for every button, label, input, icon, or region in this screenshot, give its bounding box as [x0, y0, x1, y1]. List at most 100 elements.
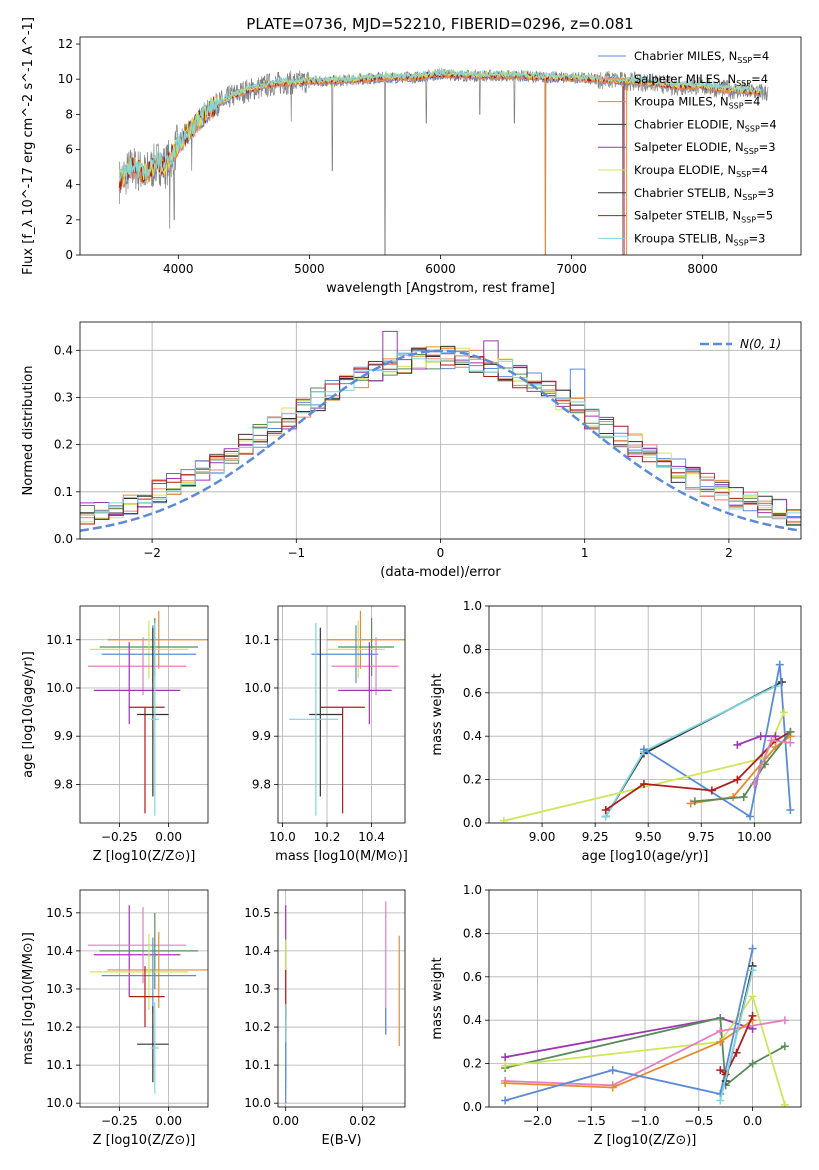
weight-marker: [707, 786, 716, 795]
x-tick-label: −2: [143, 546, 161, 560]
y-axis-label: Normed distribution: [21, 366, 36, 496]
y-axis-label: mass weight: [430, 673, 445, 755]
weight-marker: [690, 797, 699, 806]
x-tick-label: 7000: [556, 262, 587, 276]
legend-n: N: [732, 209, 741, 223]
y-tick-label: 0: [65, 248, 73, 262]
weight-marker: [499, 816, 508, 823]
y-tick-label: 0.8: [463, 926, 482, 940]
weight-marker: [601, 805, 610, 814]
legend-num: =3: [749, 231, 766, 245]
legend-entry: N(0, 1): [740, 337, 781, 351]
x-tick-label: 9.50: [635, 830, 662, 844]
y-tick-label: 0.6: [463, 686, 482, 700]
weight-marker: [733, 775, 742, 784]
hist-kroupa-stelib: [80, 351, 801, 539]
x-axis-label: wavelength [Angstrom, rest frame]: [326, 281, 555, 296]
legend-num: =3: [759, 140, 776, 154]
y-tick-label: 10.4: [46, 944, 73, 958]
x-tick-label: 0.0: [743, 1114, 762, 1128]
y-tick-label: 10.1: [46, 633, 73, 647]
weight-marker: [780, 1016, 789, 1025]
legend-num: =4: [744, 95, 761, 109]
weight-marker: [767, 736, 776, 745]
legend-sub: SSP: [734, 238, 749, 247]
plot-area: [289, 610, 405, 816]
legend-n: N: [729, 49, 738, 63]
legend-entry: Chabrier STELIB, NSSP=3: [634, 186, 774, 202]
weight-marker: [501, 1061, 510, 1070]
axes-frame: [488, 605, 802, 824]
x-tick-label: −2.0: [523, 1114, 552, 1128]
weight-marker: [786, 727, 795, 736]
y-tick-label: 8: [65, 107, 73, 121]
x-tick-label: 10.0: [269, 830, 296, 844]
weight-line-chabrier-stelib: [604, 681, 783, 817]
plot-area: [118, 67, 769, 255]
x-tick-label: 4000: [163, 262, 194, 276]
weight-line-kroupa-elodie: [503, 711, 785, 822]
y-tick-label: 10.3: [46, 982, 73, 996]
spectrum-data-line: [118, 68, 769, 255]
panel-age-vs-Z: −0.25 0.00 9.8 9.9 10.0 10.1 Z [log10(Z/Z⊙)] ag…: [21, 605, 209, 864]
y-tick-label: 4: [65, 178, 73, 192]
legend-sub: SSP: [745, 124, 760, 133]
y-tick-label: 10.4: [244, 944, 271, 958]
y-tick-label: 0.2: [463, 773, 482, 787]
weight-marker: [501, 1053, 510, 1062]
y-axis-label: age [log10(age/yr)]: [21, 651, 36, 778]
y-tick-label: 10.1: [244, 633, 271, 647]
x-tick-label: 0: [437, 546, 445, 560]
legend-entry: Salpeter ELODIE, NSSP=3: [634, 140, 776, 156]
legend-num: =5: [756, 209, 773, 223]
legend-entry: Chabrier ELODIE, NSSP=4: [634, 117, 777, 133]
weight-marker: [780, 1042, 789, 1051]
y-tick-label: 12: [58, 37, 73, 51]
x-tick-label: −0.25: [101, 1114, 138, 1128]
legend-n: N: [734, 186, 743, 200]
legend-num: =4: [760, 117, 777, 131]
axes-frame: [277, 889, 406, 1108]
weight-marker: [748, 1011, 757, 1020]
legend-sub: SSP: [741, 216, 756, 225]
legend-entry: Kroupa ELODIE, NSSP=4: [634, 163, 768, 179]
x-tick-label: 9.75: [688, 830, 715, 844]
axes-frame: [79, 605, 209, 824]
legend-sub: SSP: [736, 79, 751, 88]
x-tick-label: 1: [581, 546, 589, 560]
plot-area: [87, 610, 208, 816]
x-axis-label: (data-model)/error: [380, 565, 501, 580]
legend-num: =4: [751, 72, 768, 86]
y-tick-label: 0.4: [463, 1013, 482, 1027]
y-tick-label: 10.0: [244, 681, 271, 695]
y-tick-label: 9.9: [252, 729, 271, 743]
weight-marker: [733, 740, 742, 749]
weight-marker: [746, 812, 755, 821]
weight-marker: [748, 992, 757, 1001]
x-tick-label: −1.0: [630, 1114, 659, 1128]
y-tick-label: 0.2: [54, 438, 73, 452]
legend-entry: Kroupa MILES, NSSP=4: [634, 95, 761, 111]
y-tick-label: 0.4: [54, 343, 73, 357]
axes-frame: [79, 889, 209, 1108]
panel-mass-vs-ebv: 0.00 0.02 10.0 10.1 10.2 10.3 10.4 10.5 E(B-V): [244, 889, 406, 1148]
axes-frame: [277, 605, 406, 824]
x-axis-label: mass [log10(M/M⊙)]: [275, 849, 408, 864]
legend-entry: Salpeter MILES, NSSP=4: [634, 72, 768, 88]
y-tick-label: 0.3: [54, 390, 73, 404]
x-tick-label: 9.00: [529, 830, 556, 844]
weight-marker: [771, 732, 780, 741]
y-tick-label: 10.2: [46, 1020, 73, 1034]
weight-line-kroupa-stelib: [719, 970, 754, 1101]
weight-line-kroupa-stelib: [604, 685, 776, 817]
y-tick-label: 0.0: [463, 1100, 482, 1114]
weight-marker: [756, 732, 765, 741]
x-tick-label: 6000: [425, 262, 456, 276]
weight-marker: [786, 805, 795, 814]
legend-num: =4: [751, 163, 768, 177]
x-tick-label: 0.00: [155, 830, 182, 844]
x-tick-label: 2: [725, 546, 733, 560]
plot-area: [499, 660, 795, 823]
weight-line-chabrier-miles: [504, 948, 754, 1102]
x-tick-label: 0.00: [272, 1114, 299, 1128]
